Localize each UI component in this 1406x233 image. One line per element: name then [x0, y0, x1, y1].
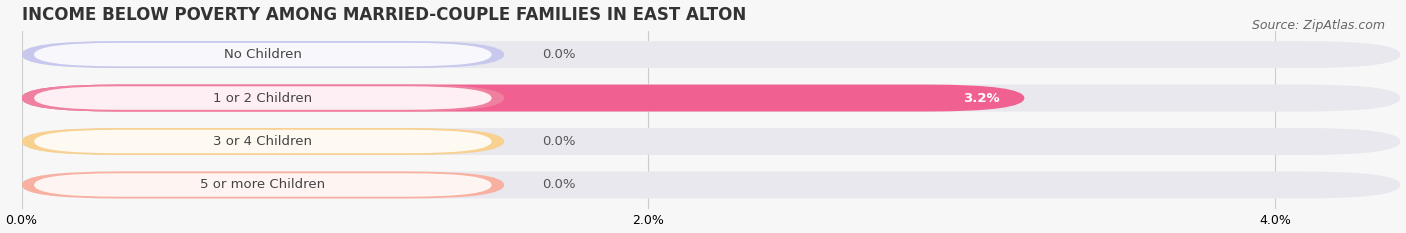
- Text: 3 or 4 Children: 3 or 4 Children: [214, 135, 312, 148]
- FancyBboxPatch shape: [21, 85, 505, 112]
- Text: 1 or 2 Children: 1 or 2 Children: [214, 92, 312, 105]
- FancyBboxPatch shape: [34, 43, 492, 66]
- Text: 5 or more Children: 5 or more Children: [200, 178, 325, 192]
- FancyBboxPatch shape: [21, 85, 1025, 112]
- FancyBboxPatch shape: [21, 128, 505, 155]
- Text: 3.2%: 3.2%: [963, 92, 1000, 105]
- FancyBboxPatch shape: [21, 171, 505, 199]
- FancyBboxPatch shape: [34, 86, 492, 110]
- Text: 0.0%: 0.0%: [541, 135, 575, 148]
- Text: No Children: No Children: [224, 48, 302, 61]
- FancyBboxPatch shape: [21, 41, 1400, 68]
- FancyBboxPatch shape: [21, 85, 1400, 112]
- Text: 0.0%: 0.0%: [541, 178, 575, 192]
- FancyBboxPatch shape: [21, 171, 1400, 199]
- FancyBboxPatch shape: [21, 128, 1400, 155]
- FancyBboxPatch shape: [34, 130, 492, 153]
- FancyBboxPatch shape: [34, 173, 492, 197]
- Text: Source: ZipAtlas.com: Source: ZipAtlas.com: [1251, 19, 1385, 32]
- Text: INCOME BELOW POVERTY AMONG MARRIED-COUPLE FAMILIES IN EAST ALTON: INCOME BELOW POVERTY AMONG MARRIED-COUPL…: [21, 6, 745, 24]
- Text: 0.0%: 0.0%: [541, 48, 575, 61]
- FancyBboxPatch shape: [21, 41, 505, 68]
